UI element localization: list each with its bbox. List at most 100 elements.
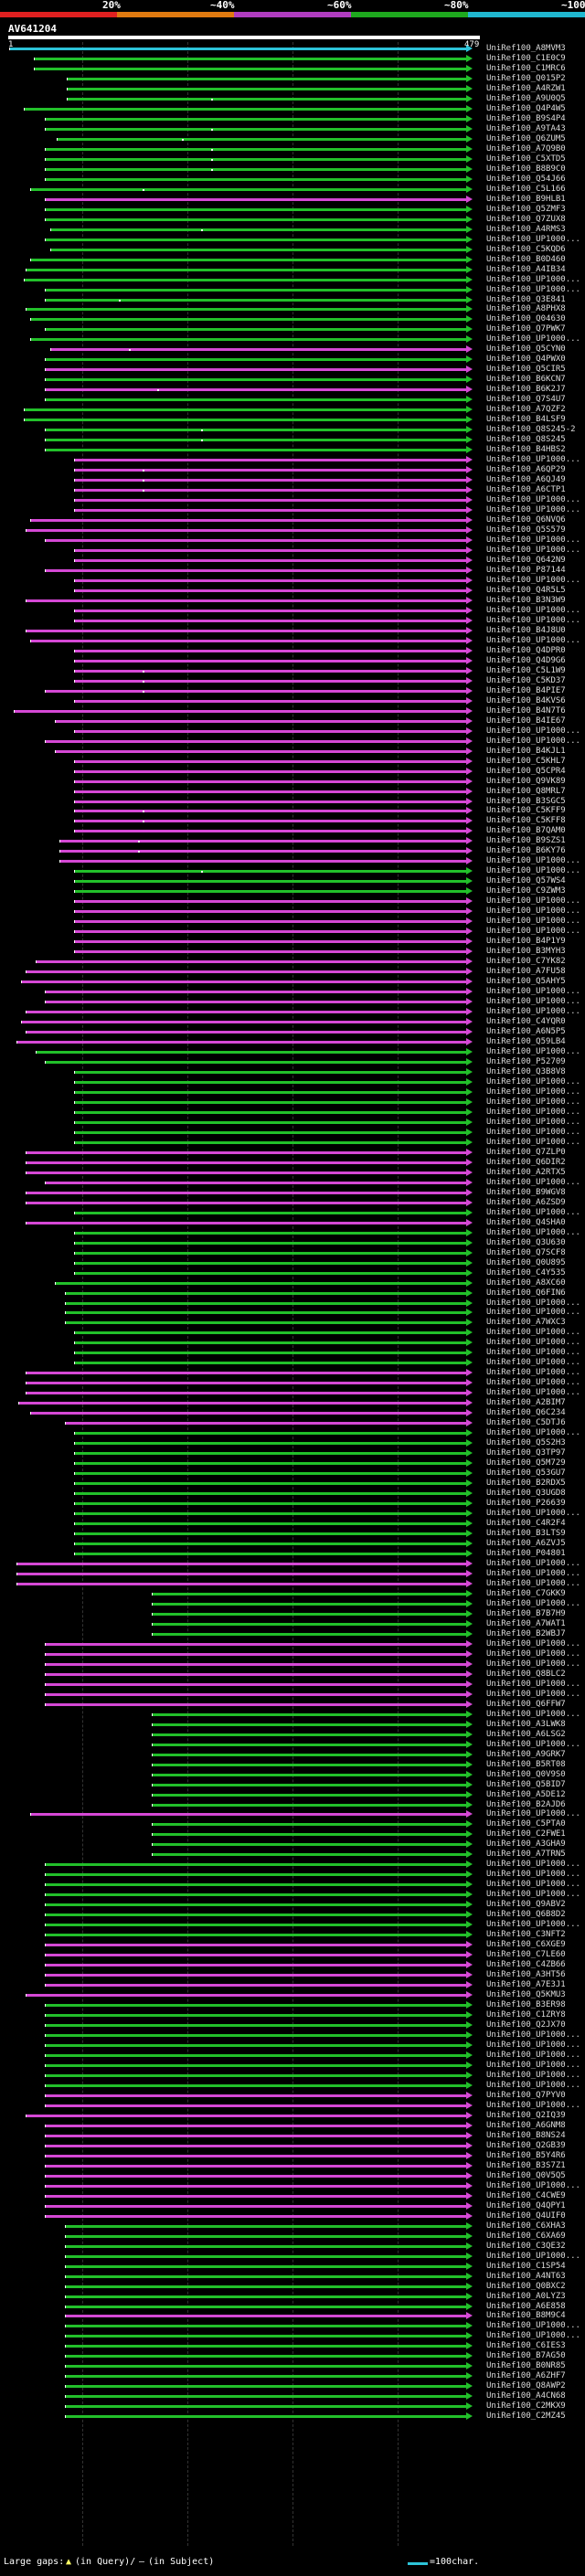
hit-row[interactable]: UniRef100_B9SZS1 [0,835,585,847]
hit-alignment-bar[interactable] [46,2134,466,2137]
hit-alignment-bar[interactable] [46,2094,466,2097]
hit-alignment-bar[interactable] [31,187,466,191]
hit-label[interactable]: UniRef100_A6QP29 [486,465,566,475]
hit-alignment-bar[interactable] [46,2204,466,2208]
hit-label[interactable]: UniRef100_UP1000... [486,1689,580,1699]
hit-row[interactable]: UniRef100_UP1000... [0,1377,585,1389]
hit-row[interactable]: UniRef100_UP1000... [0,736,585,747]
hit-alignment-bar[interactable] [153,1793,466,1797]
hit-row[interactable]: UniRef100_C6XHA3 [0,2221,585,2232]
hit-label[interactable]: UniRef100_UP1000... [486,1348,580,1358]
hit-alignment-bar[interactable] [46,157,466,161]
hit-row[interactable]: UniRef100_Q4DPR0 [0,645,585,657]
hit-label[interactable]: UniRef100_B9HLB1 [486,194,566,204]
hit-row[interactable]: UniRef100_A6QP29 [0,464,585,476]
hit-label[interactable]: UniRef100_UP1000... [486,1177,580,1187]
hit-row[interactable]: UniRef100_Q2JX70 [0,2019,585,2031]
hit-alignment-bar[interactable] [153,1712,466,1716]
hit-label[interactable]: UniRef100_B3MYH3 [486,947,566,957]
hit-label[interactable]: UniRef100_UP1000... [486,1378,580,1388]
hit-label[interactable]: UniRef100_Q5CIR5 [486,365,566,375]
hit-alignment-bar[interactable] [46,568,466,572]
hit-alignment-bar[interactable] [46,2104,466,2107]
hit-alignment-bar[interactable] [75,1462,466,1466]
hit-alignment-bar[interactable] [46,1642,466,1646]
hit-alignment-bar[interactable] [46,217,466,221]
hit-row[interactable]: UniRef100_B4IE67 [0,716,585,727]
hit-alignment-bar[interactable] [27,529,466,533]
hit-alignment-bar[interactable] [60,860,466,864]
hit-label[interactable]: UniRef100_UP1000... [486,615,580,625]
hit-row[interactable]: UniRef100_Q9VK89 [0,776,585,788]
hit-label[interactable]: UniRef100_Q8MRL7 [486,786,566,796]
hit-label[interactable]: UniRef100_B4KJL1 [486,746,566,756]
hit-row[interactable]: UniRef100_Q5CIR5 [0,364,585,376]
hit-label[interactable]: UniRef100_UP1000... [486,726,580,736]
hit-alignment-bar[interactable] [46,358,466,362]
hit-label[interactable]: UniRef100_B6K2J7 [486,385,566,395]
hit-alignment-bar[interactable] [75,810,466,813]
hit-label[interactable]: UniRef100_C5KQD6 [486,244,566,254]
hit-row[interactable]: UniRef100_C1ZRY8 [0,2009,585,2021]
hit-row[interactable]: UniRef100_B4KVS6 [0,695,585,707]
hit-row[interactable]: UniRef100_A8PHX8 [0,303,585,315]
hit-label[interactable]: UniRef100_C7YK82 [486,957,566,967]
hit-alignment-bar[interactable] [75,549,466,552]
hit-label[interactable]: UniRef100_C7GKK9 [486,1588,566,1598]
hit-row[interactable]: UniRef100_P52709 [0,1056,585,1068]
hit-alignment-bar[interactable] [65,1301,466,1305]
hit-row[interactable]: UniRef100_UP1000... [0,1046,585,1058]
hit-alignment-bar[interactable] [75,588,466,592]
hit-label[interactable]: UniRef100_A3LWK8 [486,1719,566,1729]
hit-label[interactable]: UniRef100_C4R2F4 [486,1519,566,1529]
hit-alignment-bar[interactable] [27,1994,466,1998]
hit-alignment-bar[interactable] [75,509,466,513]
hit-label[interactable]: UniRef100_C3QE32 [486,2241,566,2251]
hit-row[interactable]: UniRef100_UP1000... [0,2180,585,2192]
hit-alignment-bar[interactable] [46,2054,466,2057]
hit-alignment-bar[interactable] [46,1863,466,1867]
hit-row[interactable]: UniRef100_C2MZ45 [0,2411,585,2422]
hit-alignment-bar[interactable] [46,1682,466,1686]
hit-alignment-bar[interactable] [46,439,466,442]
hit-label[interactable]: UniRef100_UP1000... [486,1638,580,1648]
hit-row[interactable]: UniRef100_UP1000... [0,1889,585,1901]
hit-alignment-bar[interactable] [46,2174,466,2178]
hit-alignment-bar[interactable] [15,709,466,713]
hit-alignment-bar[interactable] [27,1382,466,1385]
hit-label[interactable]: UniRef100_UP1000... [486,866,580,876]
hit-alignment-bar[interactable] [65,1321,466,1325]
hit-label[interactable]: UniRef100_UP1000... [486,1659,580,1669]
hit-alignment-bar[interactable] [46,1652,466,1656]
hit-alignment-bar[interactable] [75,1532,466,1536]
hit-label[interactable]: UniRef100_UP1000... [486,1368,580,1378]
hit-alignment-bar[interactable] [75,779,466,783]
hit-label[interactable]: UniRef100_Q59LB4 [486,1037,566,1047]
hit-label[interactable]: UniRef100_A6QJ49 [486,475,566,485]
hit-alignment-bar[interactable] [46,378,466,382]
hit-alignment-bar[interactable] [65,2405,466,2409]
hit-row[interactable]: UniRef100_UP1000... [0,896,585,907]
hit-row[interactable]: UniRef100_Q59LB4 [0,1036,585,1048]
hit-alignment-bar[interactable] [65,2284,466,2288]
hit-alignment-bar[interactable] [27,1221,466,1224]
hit-row[interactable]: UniRef100_Q6ZUM5 [0,133,585,145]
hit-label[interactable]: UniRef100_Q6C234 [486,1408,566,1418]
hit-label[interactable]: UniRef100_B3SGC5 [486,796,566,806]
hit-row[interactable]: UniRef100_A5DE12 [0,1789,585,1801]
hit-alignment-bar[interactable] [65,2224,466,2228]
hit-alignment-bar[interactable] [75,1542,466,1546]
hit-row[interactable]: UniRef100_A0LYZ3 [0,2291,585,2303]
hit-row[interactable]: UniRef100_UP1000... [0,494,585,506]
hit-alignment-bar[interactable] [75,729,466,733]
hit-alignment-bar[interactable] [46,1662,466,1666]
hit-row[interactable]: UniRef100_UP1000... [0,1337,585,1349]
hit-alignment-bar[interactable] [75,479,466,482]
hit-alignment-bar[interactable] [65,2335,466,2338]
hit-alignment-bar[interactable] [27,1161,466,1164]
hit-row[interactable]: UniRef100_B6KY76 [0,845,585,857]
hit-row[interactable]: UniRef100_B3S7Z1 [0,2160,585,2172]
hit-alignment-bar[interactable] [27,1171,466,1174]
hit-label[interactable]: UniRef100_B4HBS2 [486,445,566,455]
hit-row[interactable]: UniRef100_UP1000... [0,1307,585,1319]
